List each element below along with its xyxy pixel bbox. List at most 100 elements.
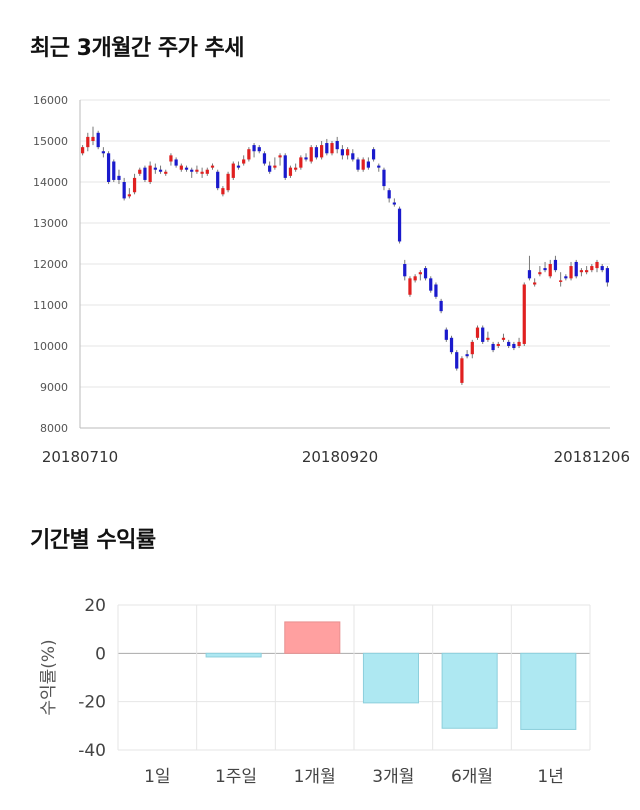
candle-body: [273, 165, 277, 168]
candle-body: [112, 161, 116, 180]
x-tick-label: 1일: [144, 767, 170, 787]
candle-body: [356, 159, 360, 170]
candle-body: [226, 173, 230, 191]
return-bar: [205, 652, 262, 658]
candle-body: [158, 169, 163, 172]
candle-body: [262, 153, 267, 164]
candle-body: [205, 169, 209, 174]
candle-body: [106, 153, 111, 182]
candle-body: [320, 145, 324, 158]
candle-body: [122, 182, 126, 199]
y-tick-label: 10000: [33, 340, 68, 353]
candle-body: [184, 167, 189, 170]
candle-body: [501, 337, 506, 340]
candle-body: [309, 147, 313, 162]
candle-body: [585, 270, 589, 273]
candle-body: [257, 147, 261, 152]
y-tick-label: 9000: [40, 381, 68, 394]
candle-body: [538, 272, 542, 275]
candle-body: [533, 282, 537, 285]
candle-body: [148, 165, 152, 182]
candle-body: [507, 341, 511, 346]
candle-body: [138, 169, 142, 174]
candle-body: [216, 171, 220, 189]
candle-body: [174, 159, 178, 166]
y-tick-label: 13000: [33, 217, 68, 230]
candle-body: [236, 165, 241, 168]
candle-body: [444, 329, 448, 340]
candle-body: [455, 352, 459, 369]
x-tick-label: 20180710: [42, 448, 118, 466]
candle-body: [491, 343, 495, 351]
candle-body: [325, 143, 329, 154]
y-tick-label: -40: [78, 741, 106, 761]
candle-body: [132, 177, 137, 193]
candle-body: [195, 169, 199, 172]
candle-body: [418, 272, 422, 275]
candle-body: [179, 165, 183, 170]
return-bar: [441, 652, 498, 729]
candle-body: [361, 159, 365, 170]
x-tick-label: 20181206: [554, 448, 630, 466]
y-axis-label: 수익률(%): [39, 639, 59, 715]
candle-body: [460, 358, 464, 383]
x-tick-label: 1주일: [215, 767, 257, 787]
candle-body: [80, 147, 85, 154]
candle-body: [387, 190, 391, 199]
y-tick-label: 8000: [40, 422, 68, 435]
candle-body: [283, 155, 287, 178]
x-tick-label: 6개월: [451, 767, 493, 787]
candle-body: [600, 266, 604, 271]
candle-body: [247, 149, 251, 160]
return-bar: [284, 621, 341, 654]
candle-body: [86, 136, 90, 148]
candle-body: [465, 354, 469, 357]
candle-body: [345, 149, 350, 156]
candle-body: [481, 327, 485, 342]
candle-body: [429, 278, 433, 291]
candle-body: [268, 165, 272, 172]
candle-body: [351, 153, 355, 160]
candle-body: [91, 136, 95, 141]
candle-body: [96, 132, 100, 148]
candle-body: [605, 268, 610, 283]
candle-body: [408, 278, 412, 295]
candle-body: [377, 165, 381, 168]
x-tick-label: 3개월: [372, 767, 414, 787]
candle-body: [574, 261, 578, 277]
returns-heading: 기간별 수익률: [30, 528, 156, 553]
candle-body: [117, 175, 121, 180]
candle-body: [242, 159, 246, 164]
candle-body: [439, 300, 443, 312]
candle-body: [548, 264, 552, 277]
candle-body: [434, 284, 438, 297]
candle-body: [221, 188, 225, 195]
candle-body: [101, 151, 105, 154]
candle-body: [397, 208, 402, 242]
candle-body: [382, 169, 386, 187]
return-bar: [362, 652, 420, 704]
candle-body: [475, 327, 480, 338]
candle-body: [314, 147, 319, 158]
candle-body: [559, 280, 563, 282]
candle-body: [527, 270, 532, 279]
y-tick-label: 15000: [33, 135, 68, 148]
y-tick-label: -20: [78, 693, 106, 713]
trend-heading: 최근 3개월간 주가 추세: [30, 36, 244, 61]
candle-body: [340, 149, 345, 156]
candle-body: [517, 341, 521, 346]
candle-body: [288, 167, 293, 176]
y-tick-label: 16000: [33, 94, 68, 107]
candle-body: [210, 165, 215, 168]
x-tick-label: 1개월: [294, 767, 336, 787]
candle-body: [190, 169, 194, 172]
candle-body: [423, 268, 428, 279]
y-tick-label: 0: [95, 644, 106, 664]
y-tick-label: 14000: [33, 176, 68, 189]
candle-body: [169, 155, 173, 162]
candle-body: [522, 284, 526, 344]
candle-body: [335, 141, 339, 150]
y-tick-label: 11000: [33, 299, 68, 312]
candle-body: [127, 194, 131, 197]
candle-body: [496, 343, 500, 346]
